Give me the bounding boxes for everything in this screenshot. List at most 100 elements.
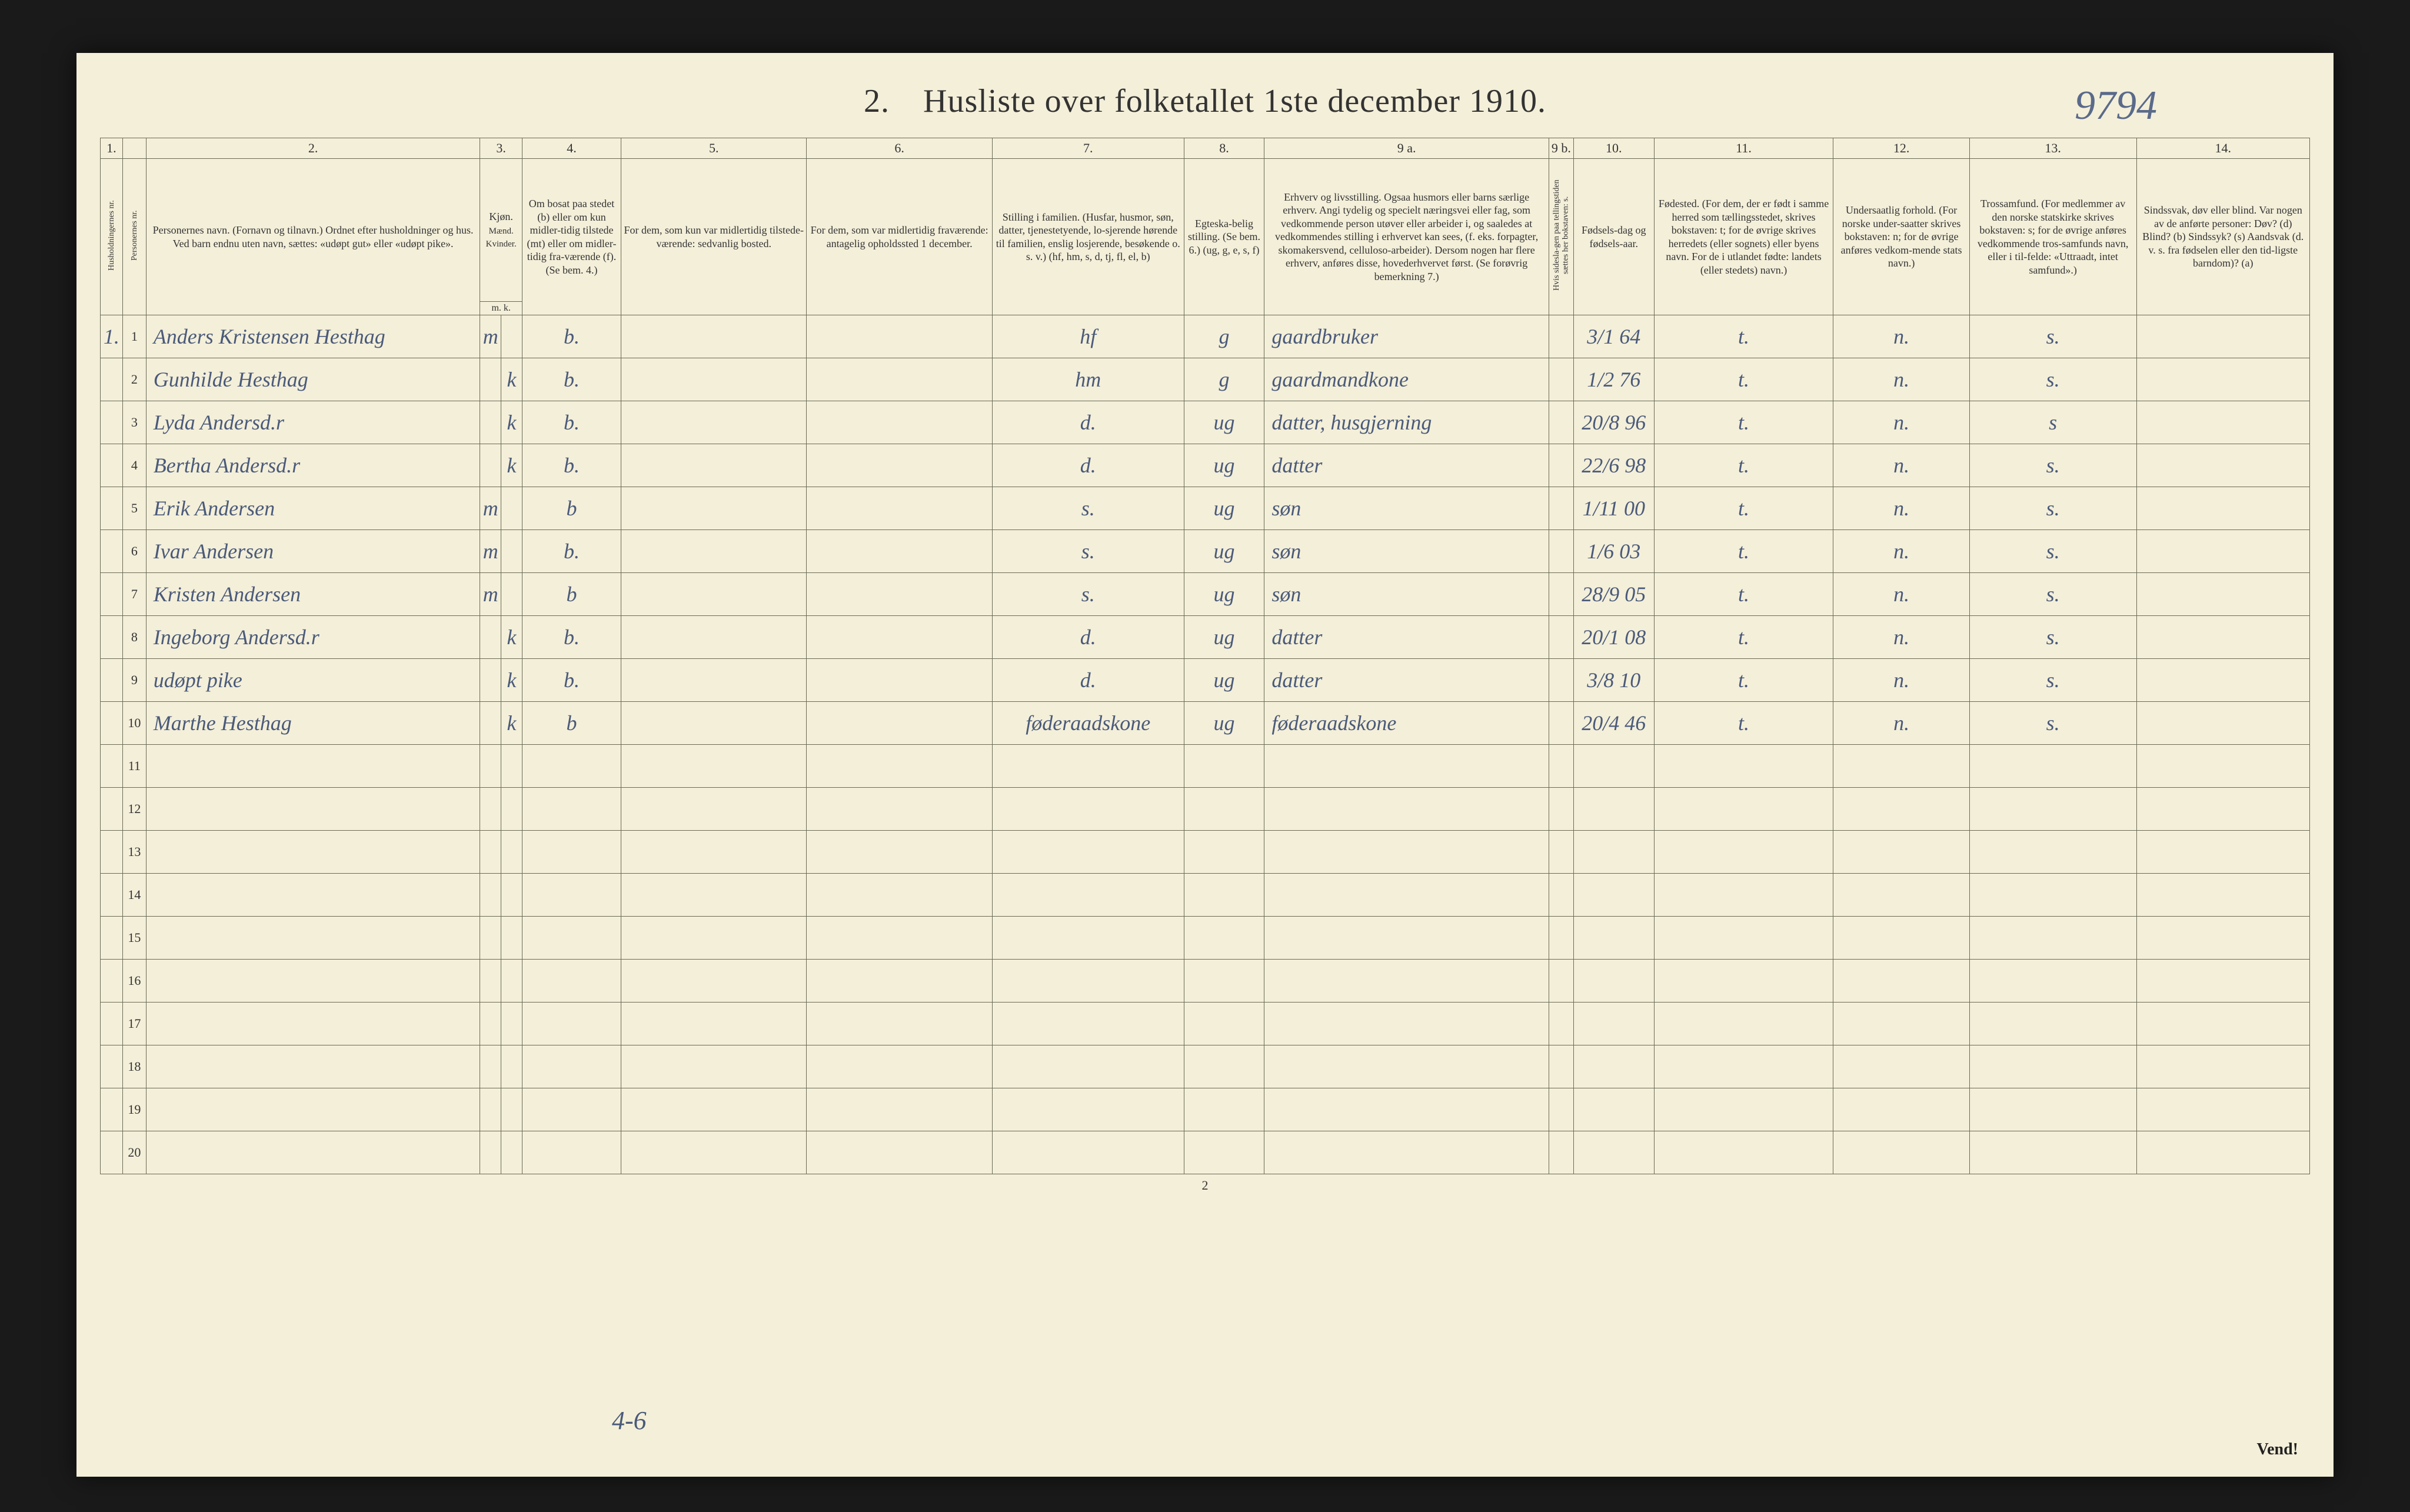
cell-under: [1833, 1088, 1969, 1131]
cell-fsted: t.: [1654, 530, 1833, 573]
cell-still: [992, 1131, 1184, 1174]
hdr-fsted: Fødested. (For dem, der er født i samme …: [1654, 159, 1833, 315]
cell-erhv: [1264, 831, 1549, 874]
cell-hnr: [101, 745, 123, 788]
hdr-hnr: Husholdningernes nr.: [101, 159, 123, 315]
cell-kk: k: [501, 616, 522, 659]
cell-hnr: [101, 1088, 123, 1131]
cell-egte: ug: [1184, 616, 1264, 659]
cell-frav: [807, 702, 992, 745]
cell-egte: g: [1184, 315, 1264, 358]
cell-hvis: [1549, 487, 1573, 530]
cell-still: [992, 874, 1184, 917]
cell-tros: [1969, 960, 2136, 1003]
table-row-empty: 18: [101, 1045, 2310, 1088]
cell-navn: [146, 745, 480, 788]
table-row-empty: 15: [101, 917, 2310, 960]
cell-sind: [2136, 530, 2309, 573]
cell-under: n.: [1833, 401, 1969, 444]
cell-kk: [501, 831, 522, 874]
cell-erhv: søn: [1264, 573, 1549, 616]
hdr-navn: Personernes navn. (Fornavn og tilnavn.) …: [146, 159, 480, 315]
cell-hvis: [1549, 1088, 1573, 1131]
cell-fsted: t.: [1654, 401, 1833, 444]
cell-bosat: b.: [522, 401, 621, 444]
cell-pnr: 8: [122, 616, 146, 659]
colnum-9a: 9 a.: [1264, 138, 1549, 159]
cell-tros: s.: [1969, 487, 2136, 530]
cell-under: [1833, 1045, 1969, 1088]
cell-tros: s.: [1969, 530, 2136, 573]
cell-frav: [807, 874, 992, 917]
cell-erhv: [1264, 917, 1549, 960]
cell-egte: [1184, 745, 1264, 788]
cell-erhv: [1264, 1003, 1549, 1045]
cell-hnr: [101, 616, 123, 659]
cell-erhv: [1264, 788, 1549, 831]
cell-midl: [621, 788, 807, 831]
cell-fdag: [1573, 1088, 1654, 1131]
table-row-empty: 13: [101, 831, 2310, 874]
cell-frav: [807, 315, 992, 358]
cell-egte: [1184, 1045, 1264, 1088]
table-row: 3Lyda Andersd.rkb.d.ugdatter, husgjernin…: [101, 401, 2310, 444]
cell-fsted: t.: [1654, 616, 1833, 659]
hdr-midl: For dem, som kun var midlertidig tilsted…: [621, 159, 807, 315]
cell-navn: [146, 788, 480, 831]
hdr-egte: Egteska-belig stilling. (Se bem. 6.) (ug…: [1184, 159, 1264, 315]
cell-bosat: [522, 831, 621, 874]
cell-bosat: [522, 745, 621, 788]
hdr-kvinder-label: Kvinder.: [482, 239, 519, 250]
cell-erhv: søn: [1264, 487, 1549, 530]
hdr-kjon: Kjøn. Mænd. Kvinder.: [480, 159, 522, 302]
cell-under: n.: [1833, 616, 1969, 659]
cell-navn: [146, 917, 480, 960]
cell-fsted: [1654, 1088, 1833, 1131]
cell-pnr: 1: [122, 315, 146, 358]
cell-egte: [1184, 1088, 1264, 1131]
cell-hvis: [1549, 401, 1573, 444]
cell-mk: [480, 401, 501, 444]
cell-fdag: [1573, 960, 1654, 1003]
cell-egte: ug: [1184, 659, 1264, 702]
cell-still: d.: [992, 616, 1184, 659]
cell-frav: [807, 358, 992, 401]
cell-sind: [2136, 1045, 2309, 1088]
cell-mk: [480, 874, 501, 917]
cell-erhv: [1264, 1088, 1549, 1131]
hdr-fdag: Fødsels-dag og fødsels-aar.: [1573, 159, 1654, 315]
hdr-tros: Trossamfund. (For medlemmer av den norsk…: [1969, 159, 2136, 315]
cell-tros: s.: [1969, 616, 2136, 659]
hdr-hnr-label: Husholdningernes nr.: [107, 174, 116, 297]
cell-fsted: [1654, 960, 1833, 1003]
cell-navn: Kristen Andersen: [146, 573, 480, 616]
cell-hvis: [1549, 1003, 1573, 1045]
cell-erhv: [1264, 1045, 1549, 1088]
cell-hvis: [1549, 444, 1573, 487]
cell-sind: [2136, 444, 2309, 487]
cell-navn: [146, 874, 480, 917]
printed-page-number: 2: [100, 1178, 2310, 1193]
cell-mk: [480, 358, 501, 401]
cell-navn: [146, 1088, 480, 1131]
cell-midl: [621, 874, 807, 917]
cell-erhv: datter: [1264, 616, 1549, 659]
cell-hvis: [1549, 315, 1573, 358]
cell-fsted: t.: [1654, 659, 1833, 702]
cell-navn: Marthe Hesthag: [146, 702, 480, 745]
table-row-empty: 11: [101, 745, 2310, 788]
cell-tros: [1969, 1131, 2136, 1174]
cell-navn: [146, 1131, 480, 1174]
cell-mk: [480, 960, 501, 1003]
cell-mk: [480, 444, 501, 487]
cell-mk: [480, 1003, 501, 1045]
cell-midl: [621, 1131, 807, 1174]
cell-fdag: [1573, 874, 1654, 917]
cell-fdag: [1573, 1045, 1654, 1088]
cell-pnr: 3: [122, 401, 146, 444]
cell-hvis: [1549, 831, 1573, 874]
cell-under: [1833, 874, 1969, 917]
cell-midl: [621, 659, 807, 702]
cell-fsted: [1654, 874, 1833, 917]
cell-midl: [621, 702, 807, 745]
